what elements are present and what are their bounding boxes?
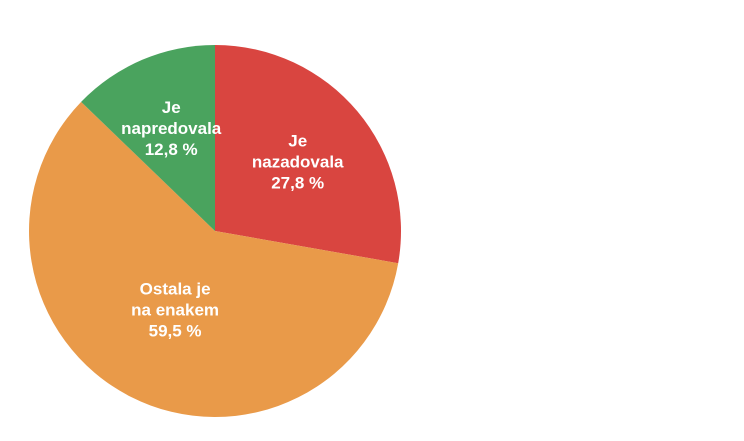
slice-label-line: napredovala xyxy=(121,119,222,138)
pie-slice-2 xyxy=(29,101,399,417)
pie-slice-3 xyxy=(81,45,215,231)
slice-label-line: na enakem xyxy=(131,300,219,319)
slice-label-line: nazadovala xyxy=(252,153,344,172)
slice-label-line: Je xyxy=(288,132,307,151)
slice-label-2: Ostala je na enakem 59,5 % xyxy=(131,279,219,340)
slice-label-line: Ostala je xyxy=(140,279,211,298)
slice-label-line: 27,8 % xyxy=(271,174,324,193)
slice-label-3: Je napredovala 12,8 % xyxy=(121,98,222,159)
slice-label-1: Je nazadovala 27,8 % xyxy=(252,132,344,193)
slice-label-line: Je xyxy=(162,98,181,117)
slice-label-line: 12,8 % xyxy=(145,140,198,159)
slice-label-line: 59,5 % xyxy=(149,321,202,340)
pie-slices xyxy=(29,45,402,417)
pie-labels: Je nazadovala 27,8 % Ostala je na enakem 59,5… xyxy=(121,98,344,340)
pie-slice-1 xyxy=(215,45,402,264)
